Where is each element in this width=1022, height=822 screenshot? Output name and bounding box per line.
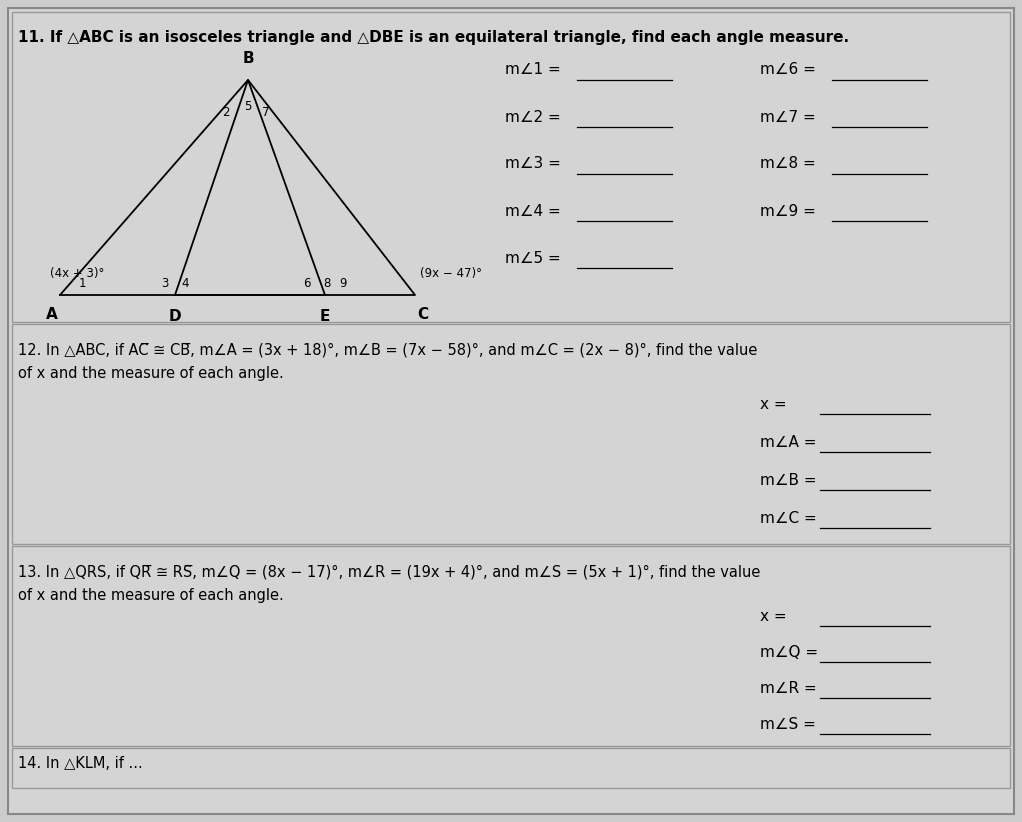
Text: B: B xyxy=(242,51,253,66)
Text: 13. In △QRS, if QR̅ ≅ RS̅, m∠Q = (8x − 17)°, m∠R = (19x + 4)°, and m∠S = (5x + 1: 13. In △QRS, if QR̅ ≅ RS̅, m∠Q = (8x − 1… xyxy=(18,564,760,579)
Text: m∠S =: m∠S = xyxy=(760,717,816,732)
Text: 7: 7 xyxy=(263,105,270,118)
Text: m∠B =: m∠B = xyxy=(760,473,817,487)
Text: 6: 6 xyxy=(304,276,311,289)
Text: E: E xyxy=(320,309,330,324)
Text: 14. In △KLM, if ...: 14. In △KLM, if ... xyxy=(18,756,143,771)
Text: m∠9 =: m∠9 = xyxy=(760,204,816,219)
Bar xyxy=(12,546,1010,746)
FancyBboxPatch shape xyxy=(8,8,1014,814)
Text: x =: x = xyxy=(760,396,787,412)
Text: 2: 2 xyxy=(222,105,230,118)
Text: 11. If △ABC is an isosceles triangle and △DBE is an equilateral triangle, find e: 11. If △ABC is an isosceles triangle and… xyxy=(18,30,849,45)
Text: m∠6 =: m∠6 = xyxy=(760,62,816,77)
Text: m∠2 =: m∠2 = xyxy=(505,109,561,124)
Text: m∠1 =: m∠1 = xyxy=(505,62,561,77)
Text: C: C xyxy=(417,307,428,322)
Text: m∠A =: m∠A = xyxy=(760,435,817,450)
Text: 9: 9 xyxy=(339,276,346,289)
Text: m∠8 =: m∠8 = xyxy=(760,156,816,172)
Text: 3: 3 xyxy=(161,276,169,289)
Bar xyxy=(12,12,1010,322)
Text: x =: x = xyxy=(760,608,787,624)
Text: 1: 1 xyxy=(79,276,86,289)
Text: m∠7 =: m∠7 = xyxy=(760,109,816,124)
Text: A: A xyxy=(46,307,58,322)
Text: of x and the measure of each angle.: of x and the measure of each angle. xyxy=(18,588,284,603)
Bar xyxy=(12,324,1010,544)
Text: of x and the measure of each angle.: of x and the measure of each angle. xyxy=(18,366,284,381)
Text: 12. In △ABC, if AC̅ ≅ CB̅, m∠A = (3x + 18)°, m∠B = (7x − 58)°, and m∠C = (2x − 8: 12. In △ABC, if AC̅ ≅ CB̅, m∠A = (3x + 1… xyxy=(18,342,757,357)
Text: m∠3 =: m∠3 = xyxy=(505,156,561,172)
Text: 8: 8 xyxy=(323,276,331,289)
Text: m∠4 =: m∠4 = xyxy=(505,204,561,219)
Text: (9x − 47)°: (9x − 47)° xyxy=(420,266,482,279)
Text: D: D xyxy=(169,309,181,324)
Text: 5: 5 xyxy=(244,99,251,113)
Bar xyxy=(12,748,1010,788)
Text: 4: 4 xyxy=(181,276,189,289)
Text: m∠Q =: m∠Q = xyxy=(760,644,819,659)
Text: m∠5 =: m∠5 = xyxy=(505,251,561,266)
Text: m∠R =: m∠R = xyxy=(760,681,817,695)
Text: (4x + 3)°: (4x + 3)° xyxy=(50,266,104,279)
Text: m∠C =: m∠C = xyxy=(760,510,817,525)
